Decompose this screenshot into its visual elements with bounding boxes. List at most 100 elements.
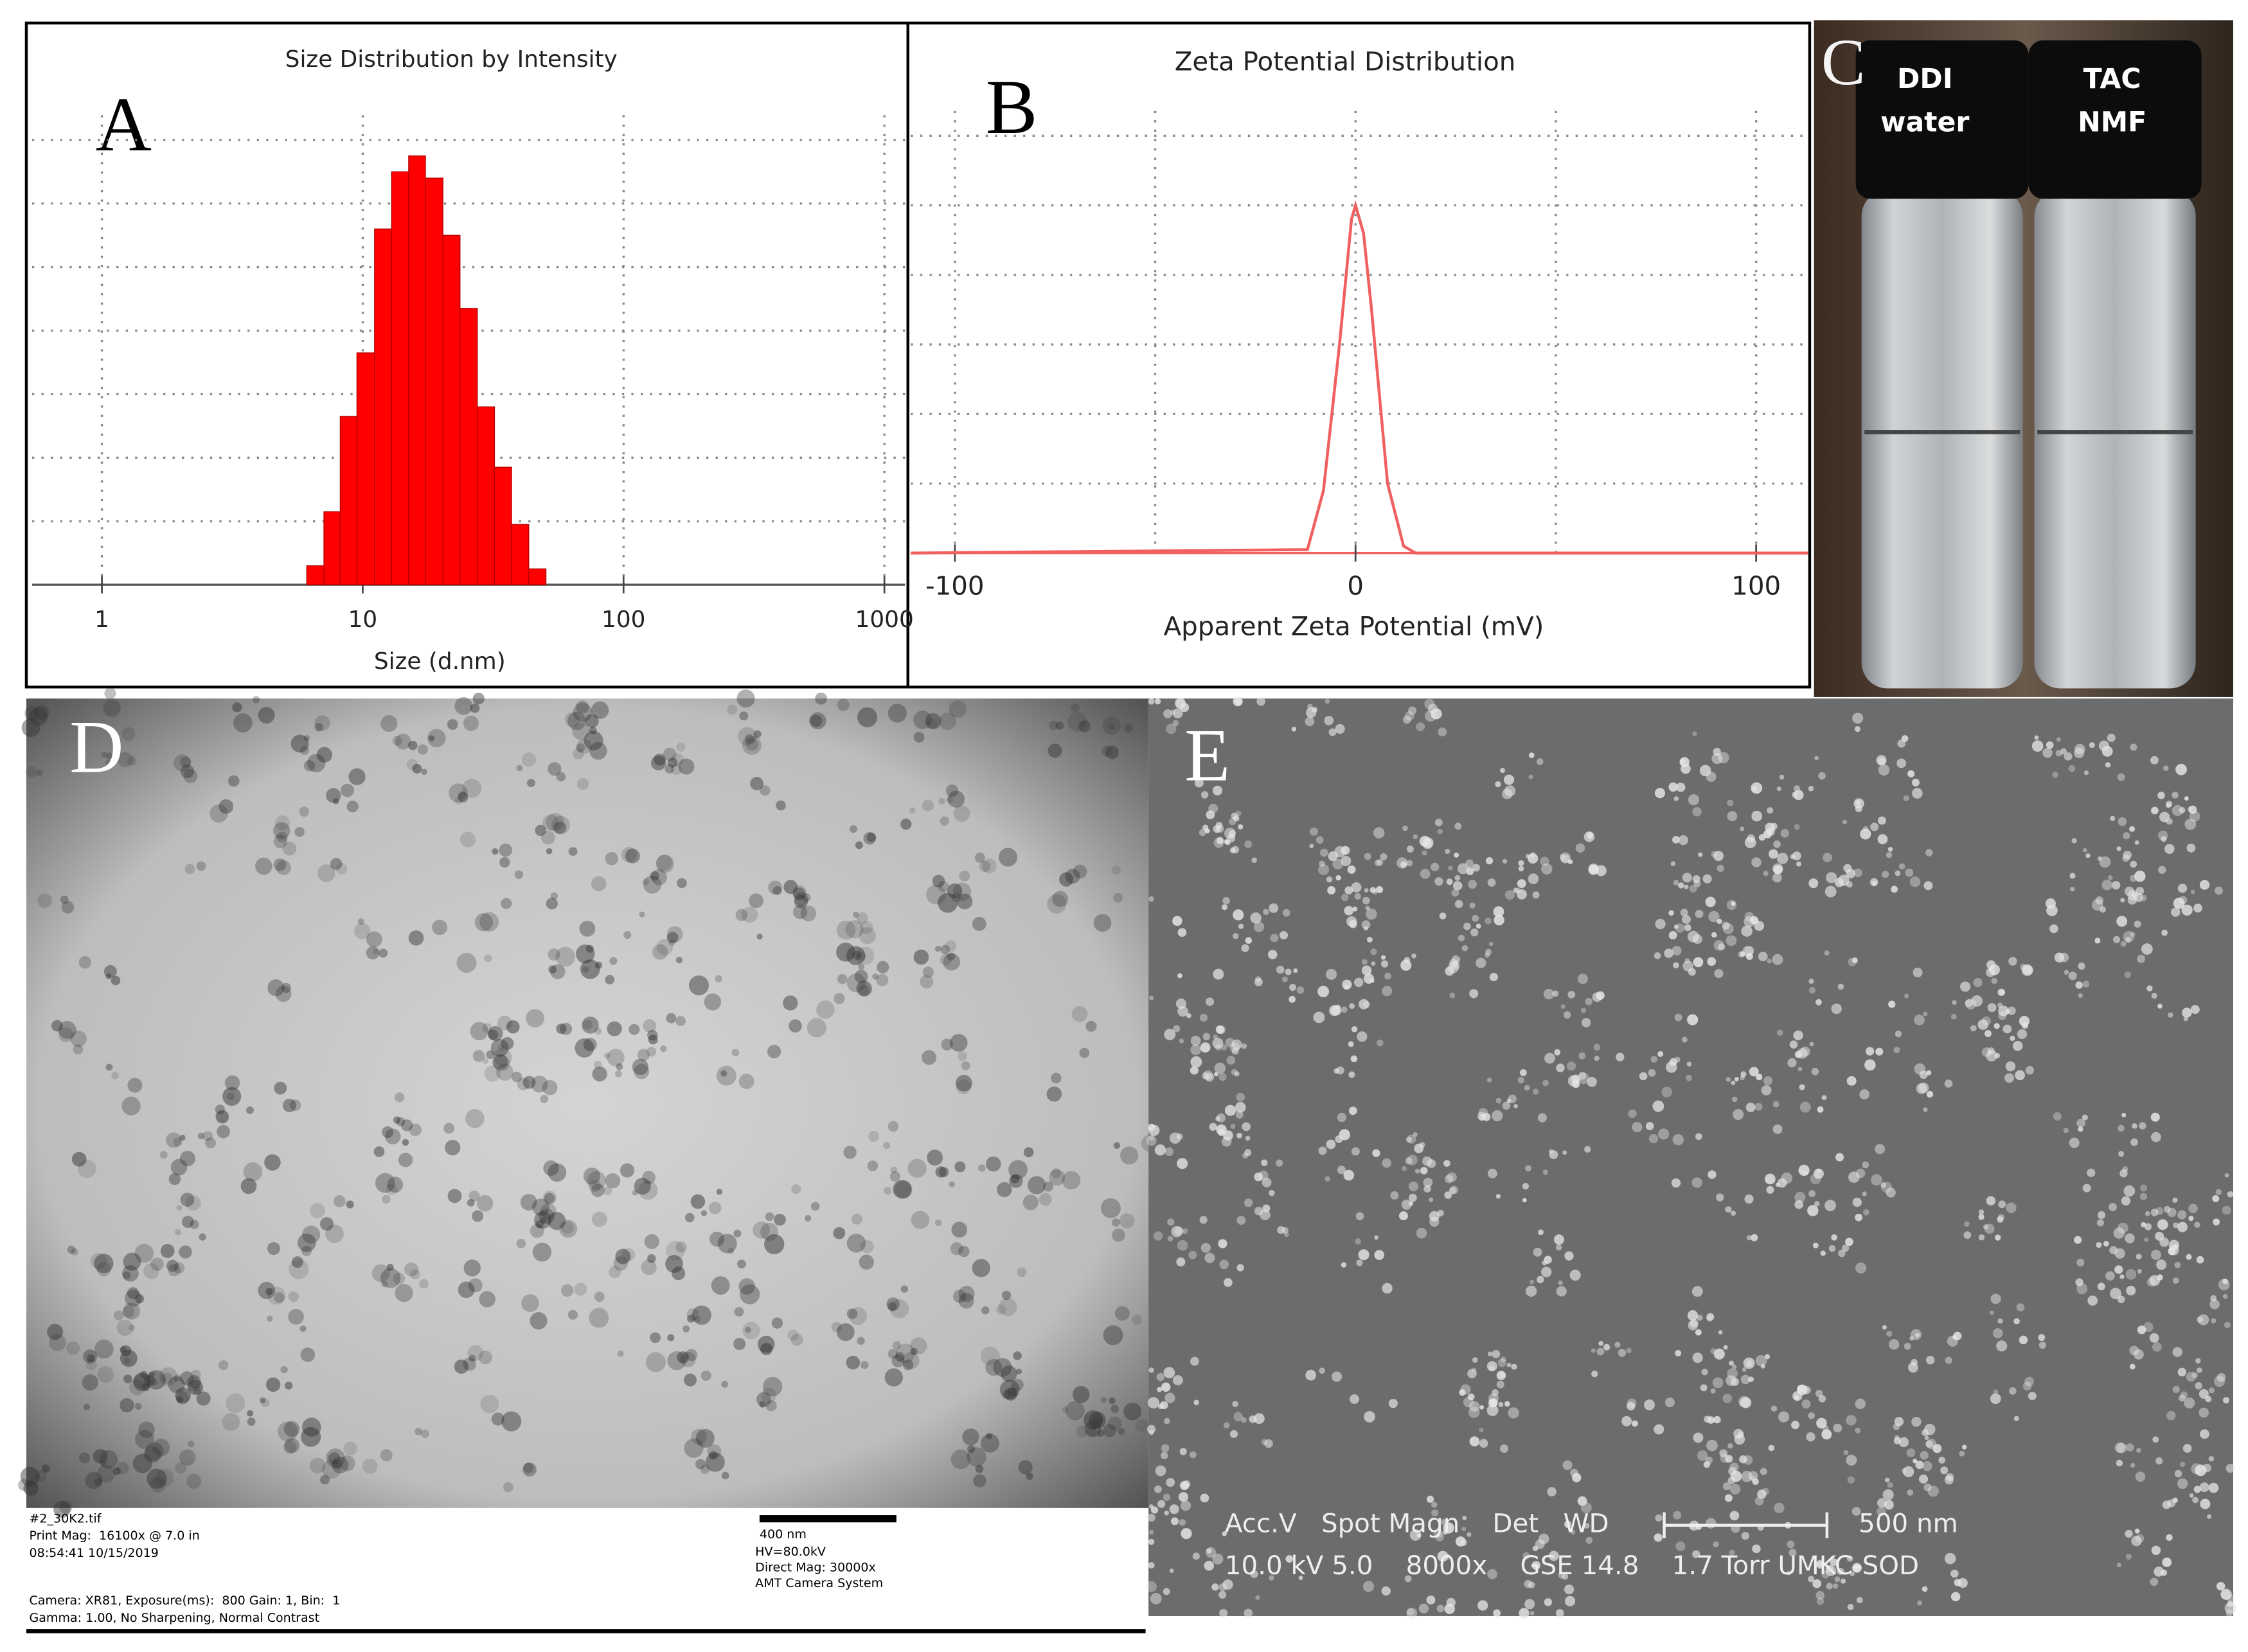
particle: [2171, 907, 2181, 917]
particle: [707, 1444, 722, 1459]
particle: [1173, 1025, 1181, 1033]
particle: [463, 715, 479, 731]
particle: [997, 1182, 1012, 1198]
particle: [1436, 1604, 1445, 1613]
particle: [1855, 1213, 1863, 1221]
panel-label: D: [69, 706, 123, 788]
particle: [1880, 1182, 1887, 1188]
particle: [851, 1213, 862, 1225]
particle: [1149, 995, 1154, 1000]
particle: [1838, 1249, 1846, 1257]
particle: [1348, 1071, 1355, 1078]
vial-label: DDI: [1897, 63, 1953, 95]
particle: [1296, 986, 1305, 994]
particle: [121, 727, 136, 742]
particle: [2188, 1216, 2194, 1221]
particle: [1460, 1539, 1468, 1547]
particle: [1826, 872, 1837, 884]
particle: [1347, 865, 1356, 874]
x-tick-label: 100: [1731, 571, 1781, 601]
particle: [1808, 785, 1814, 792]
particle: [700, 1370, 711, 1381]
particle: [409, 1123, 422, 1136]
particle: [2069, 887, 2075, 892]
particle: [1532, 1545, 1539, 1552]
bar: [391, 171, 409, 585]
particle: [810, 1202, 820, 1211]
particle: [926, 884, 946, 905]
particle: [1855, 804, 1862, 813]
particle: [478, 1350, 493, 1365]
particle: [1772, 954, 1783, 965]
particle: [366, 931, 382, 948]
particle: [1376, 885, 1384, 894]
particle: [1747, 834, 1756, 843]
particle: [1594, 1056, 1600, 1061]
particle: [129, 1379, 146, 1396]
particle: [398, 1153, 413, 1168]
particle: [666, 1013, 677, 1024]
bar: [425, 177, 443, 585]
particle: [1169, 1568, 1174, 1573]
particle: [373, 948, 379, 955]
particle: [1167, 1236, 1173, 1242]
particle: [1316, 836, 1324, 844]
particle: [301, 1426, 321, 1447]
particle: [1107, 1416, 1122, 1431]
particle: [1726, 1375, 1736, 1386]
particle: [1731, 1211, 1736, 1216]
particle: [282, 841, 297, 856]
particle: [1986, 1050, 1997, 1061]
particle: [535, 824, 546, 836]
particle: [2076, 1258, 2085, 1266]
bar: [408, 155, 426, 585]
particle: [488, 1026, 503, 1042]
particle: [188, 1380, 204, 1396]
vial: [1861, 190, 2023, 689]
particle: [1661, 1087, 1672, 1097]
particle: [620, 1163, 635, 1178]
particle: [1357, 1031, 1368, 1042]
particle: [1078, 720, 1091, 733]
particle: [1707, 1416, 1715, 1424]
particle: [386, 1183, 398, 1196]
particle: [979, 860, 991, 873]
particle: [591, 1183, 605, 1197]
particle: [1214, 1062, 1226, 1074]
particle: [326, 1448, 345, 1468]
caption: 500 nm: [1859, 1509, 1958, 1539]
particle: [1255, 1595, 1260, 1601]
particle: [2164, 844, 2175, 854]
particle: [1986, 1196, 1996, 1206]
particle: [496, 1063, 513, 1081]
particle: [753, 1221, 771, 1239]
particle: [593, 1060, 602, 1069]
particle: [2021, 964, 2033, 976]
particle: [2151, 993, 2157, 999]
particle: [1746, 1360, 1753, 1367]
particle: [1055, 721, 1064, 730]
particle: [127, 1287, 139, 1299]
particle: [1847, 1604, 1854, 1611]
particle: [1132, 1314, 1142, 1325]
particle: [2191, 1372, 2199, 1378]
particle: [196, 861, 206, 871]
particle: [1496, 1380, 1504, 1389]
particle: [1672, 1133, 1684, 1146]
particle: [709, 1231, 725, 1247]
particle: [479, 912, 499, 932]
particle: [379, 948, 388, 958]
particle: [665, 1255, 683, 1273]
particle: [1469, 902, 1476, 909]
particle: [2005, 1061, 2016, 1072]
particle: [1434, 877, 1443, 886]
particle: [243, 1162, 263, 1182]
particle: [2166, 1534, 2173, 1541]
particle: [1846, 1415, 1857, 1426]
particle: [1697, 1314, 1703, 1321]
particle: [2125, 1269, 2137, 1280]
particle: [576, 743, 585, 752]
particle: [1741, 1532, 1750, 1540]
particle: [1354, 893, 1361, 900]
